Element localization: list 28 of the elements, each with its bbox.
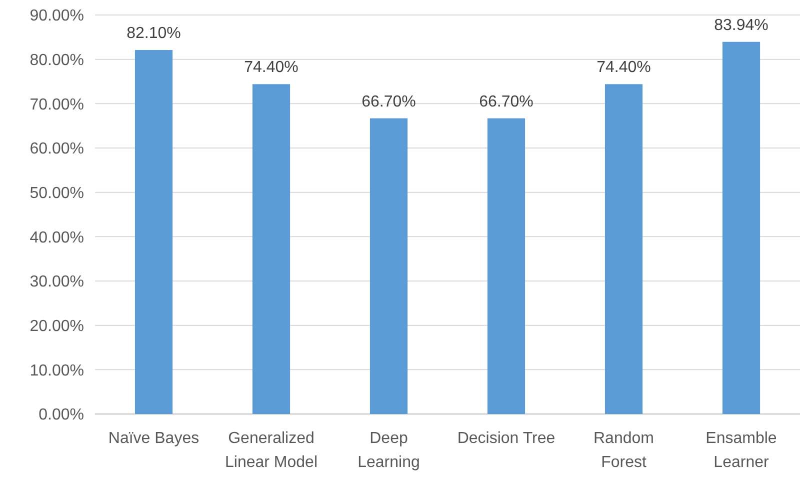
data-label: 66.70% [479,93,534,110]
x-tick-label: Naïve Bayes [108,430,200,447]
x-tick-label: Generalized Linear Model [225,430,318,471]
y-tick-label: 20.00% [30,318,84,335]
y-tick-label: 10.00% [30,362,84,380]
data-label: 74.40% [244,59,298,76]
data-label: 66.70% [362,93,416,110]
y-tick-label: 0.00% [38,406,84,424]
x-tick-label: Decision Tree [457,430,556,447]
bar [370,118,408,414]
y-tick-label: 60.00% [30,140,84,158]
x-tick-label: Ensamble Learner [706,430,777,471]
y-tick-label: 50.00% [30,184,84,202]
data-label: 83.94% [714,16,768,34]
bar [722,42,760,414]
y-tick-label: 70.00% [30,96,84,114]
data-label: 74.40% [596,59,651,76]
bar [487,118,526,414]
x-tick-label: Random Forest [594,430,654,471]
y-tick-label: 30.00% [30,274,84,291]
y-tick-label: 90.00% [30,8,84,25]
y-tick-label: 80.00% [30,52,84,69]
bar [604,84,643,414]
bar [134,50,173,414]
bar [252,84,290,414]
y-tick-label: 40.00% [30,229,84,246]
data-label: 82.10% [126,25,181,42]
x-tick-label: Deep Learning [358,430,420,471]
